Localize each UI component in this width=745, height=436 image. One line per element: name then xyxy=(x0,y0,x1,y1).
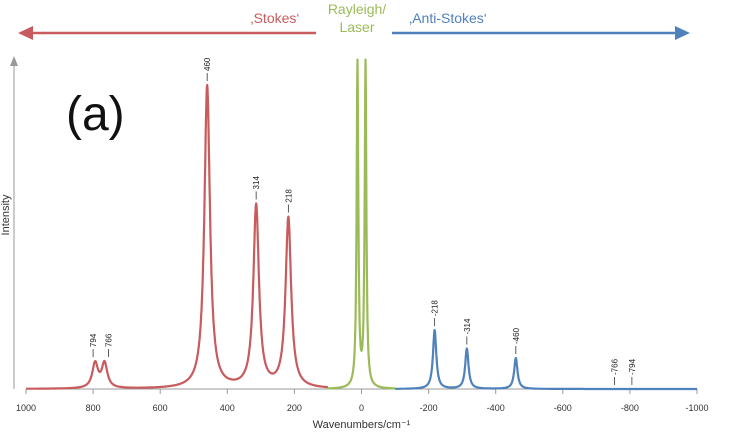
x-tick-label: 800 xyxy=(86,403,101,413)
x-tick-label: 1000 xyxy=(16,403,36,413)
x-axis-label: Wavenumbers/cm⁻¹ xyxy=(313,419,411,431)
x-tick-label: -600 xyxy=(554,403,572,413)
x-tick-label: -400 xyxy=(487,403,505,413)
peak-label: 460 xyxy=(203,57,212,71)
laser-region-label: Laser xyxy=(339,19,374,35)
x-tick-label: 400 xyxy=(220,403,235,413)
x-tick-label: -800 xyxy=(621,403,639,413)
peak-label: 794 xyxy=(89,333,98,347)
peak-label: -460 xyxy=(512,327,521,344)
peak-label: 314 xyxy=(252,176,261,190)
peak-label: 218 xyxy=(284,189,293,203)
intensity-axis-arrowhead xyxy=(10,56,18,66)
y-axis-label: Intensity xyxy=(0,194,12,235)
anti-stokes-region-label: ‚Anti-Stokes‘ xyxy=(409,10,487,26)
series-line xyxy=(327,58,396,390)
anti-stokes-arrowhead xyxy=(675,26,690,40)
peak-label: 766 xyxy=(105,333,114,347)
peak-label: -794 xyxy=(628,358,637,375)
peak-label: -766 xyxy=(610,358,619,375)
panel-label: (a) xyxy=(66,88,125,141)
stokes-region-label: ‚Stokes‘ xyxy=(250,10,299,26)
x-tick-label: 600 xyxy=(153,403,168,413)
peak-label: -218 xyxy=(431,300,440,317)
x-tick-label: 200 xyxy=(287,403,302,413)
stokes-arrowhead xyxy=(18,26,33,40)
rayleigh-region-label: Rayleigh/ xyxy=(328,1,386,17)
peak-label: -314 xyxy=(463,318,472,335)
series-line xyxy=(394,329,698,391)
x-tick-label: -200 xyxy=(420,403,438,413)
x-tick-label: 0 xyxy=(359,403,364,413)
x-tick-label: -1000 xyxy=(685,403,708,413)
series-line xyxy=(25,83,329,390)
